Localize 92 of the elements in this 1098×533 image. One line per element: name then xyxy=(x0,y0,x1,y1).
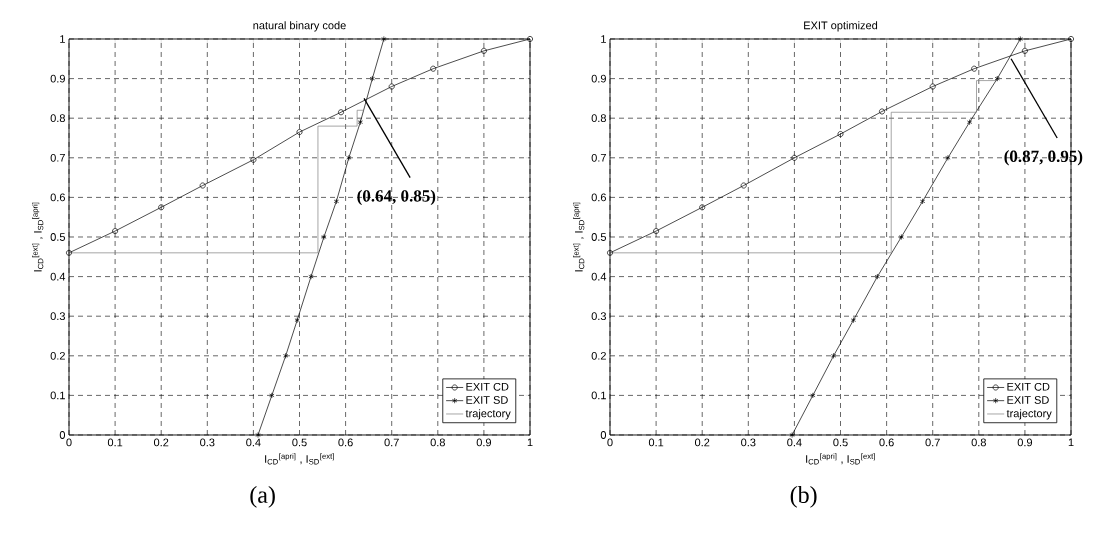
legend-label: trajectory xyxy=(1006,409,1052,420)
x-tick-label: 0.8 xyxy=(971,438,986,447)
point xyxy=(945,154,951,161)
point xyxy=(879,108,885,115)
y-tick-label: 1 xyxy=(601,35,606,43)
y-tick-label: 0.3 xyxy=(50,312,65,321)
y-tick-label: 0.6 xyxy=(591,193,606,202)
point xyxy=(480,47,487,54)
x-tick-label: 1 xyxy=(1068,438,1074,447)
y-tick-label: 0 xyxy=(59,431,66,439)
point xyxy=(740,182,747,189)
text: (b) xyxy=(790,486,817,508)
point xyxy=(837,131,844,137)
y-tick-label: 0.9 xyxy=(50,74,65,83)
point xyxy=(357,119,363,126)
legend-label: EXIT CD xyxy=(1007,382,1050,391)
point xyxy=(971,65,978,72)
y-tick-label: 0.9 xyxy=(591,74,606,83)
point xyxy=(430,65,437,72)
point xyxy=(966,119,973,126)
point xyxy=(929,83,936,90)
y-tick-label: 1 xyxy=(60,35,65,43)
y-tick-label: 0.8 xyxy=(591,114,606,123)
x-tick-label: 0.1 xyxy=(648,438,664,447)
point xyxy=(250,156,257,163)
x-tick-label: 0 xyxy=(66,438,72,447)
legend-label: EXIT CD xyxy=(466,382,509,391)
point xyxy=(898,234,904,240)
point xyxy=(346,154,352,161)
y-tick-label: 0.8 xyxy=(50,114,65,123)
point xyxy=(850,317,857,324)
y-tick-label: 0.6 xyxy=(50,193,65,202)
point xyxy=(1021,47,1028,54)
point xyxy=(112,228,119,235)
x-tick-label: 0.1 xyxy=(107,438,123,447)
legend-label: EXIT SD xyxy=(466,396,508,404)
x-tick-label: 0.9 xyxy=(476,438,492,447)
y-tick-label: 0.5 xyxy=(50,233,65,241)
y-tick-label: 0.7 xyxy=(50,153,65,162)
point xyxy=(158,204,165,211)
point xyxy=(308,273,314,280)
y-tick-label: 0.2 xyxy=(591,351,606,360)
annotation: (0.87, 0.95) xyxy=(1004,150,1083,166)
point xyxy=(199,182,206,189)
point xyxy=(810,392,816,399)
x-tick-label: 0.7 xyxy=(925,438,940,447)
x-tick-label: 1 xyxy=(527,438,533,447)
y-tick-label: 0.5 xyxy=(591,233,606,241)
chart-title: natural binary code xyxy=(253,21,346,32)
point xyxy=(321,234,327,240)
point xyxy=(919,198,926,205)
point xyxy=(269,392,275,399)
x-tick-label: 0.2 xyxy=(694,438,710,447)
legend-label: EXIT SD xyxy=(1007,396,1049,404)
point xyxy=(830,352,837,359)
annotation: (0.64, 0.85) xyxy=(357,189,436,206)
y-tick-label: 0 xyxy=(600,431,607,439)
point xyxy=(333,198,339,205)
x-tick-label: 0.2 xyxy=(153,438,169,447)
point xyxy=(369,75,375,82)
x-tick-label: 0.4 xyxy=(246,438,261,447)
x-tick-label: 0.3 xyxy=(741,438,756,447)
y-tick-label: 0.1 xyxy=(591,391,606,400)
point xyxy=(283,352,289,359)
x-tick-label: 0.7 xyxy=(384,438,399,447)
y-tick-label: 0.4 xyxy=(50,272,66,281)
text: (a) xyxy=(250,486,275,508)
legend-label: trajectory xyxy=(465,409,511,420)
y-tick-label: 0.1 xyxy=(50,391,65,400)
y-tick-label: 0.4 xyxy=(591,272,607,281)
x-tick-label: 0.6 xyxy=(338,438,353,447)
x-tick-label: 0.9 xyxy=(1017,438,1033,447)
point xyxy=(874,273,880,280)
point xyxy=(338,109,344,116)
point xyxy=(653,228,660,235)
x-tick-label: 0.3 xyxy=(200,438,215,447)
point xyxy=(994,75,1000,82)
x-tick-label: 0.8 xyxy=(430,438,445,447)
x-tick-label: 0 xyxy=(607,438,613,447)
chart-title: EXIT optimized xyxy=(804,21,878,32)
point xyxy=(791,154,798,161)
point xyxy=(294,317,300,324)
x-tick-label: 0.5 xyxy=(833,438,848,447)
point xyxy=(296,129,303,136)
y-tick-label: 0.2 xyxy=(50,351,65,360)
y-tick-label: 0.7 xyxy=(591,153,606,162)
x-tick-label: 0.5 xyxy=(292,438,307,447)
point xyxy=(388,83,395,90)
y-tick-label: 0.3 xyxy=(591,312,606,321)
point xyxy=(699,204,706,211)
x-tick-label: 0.4 xyxy=(787,438,802,447)
x-tick-label: 0.6 xyxy=(879,438,894,447)
